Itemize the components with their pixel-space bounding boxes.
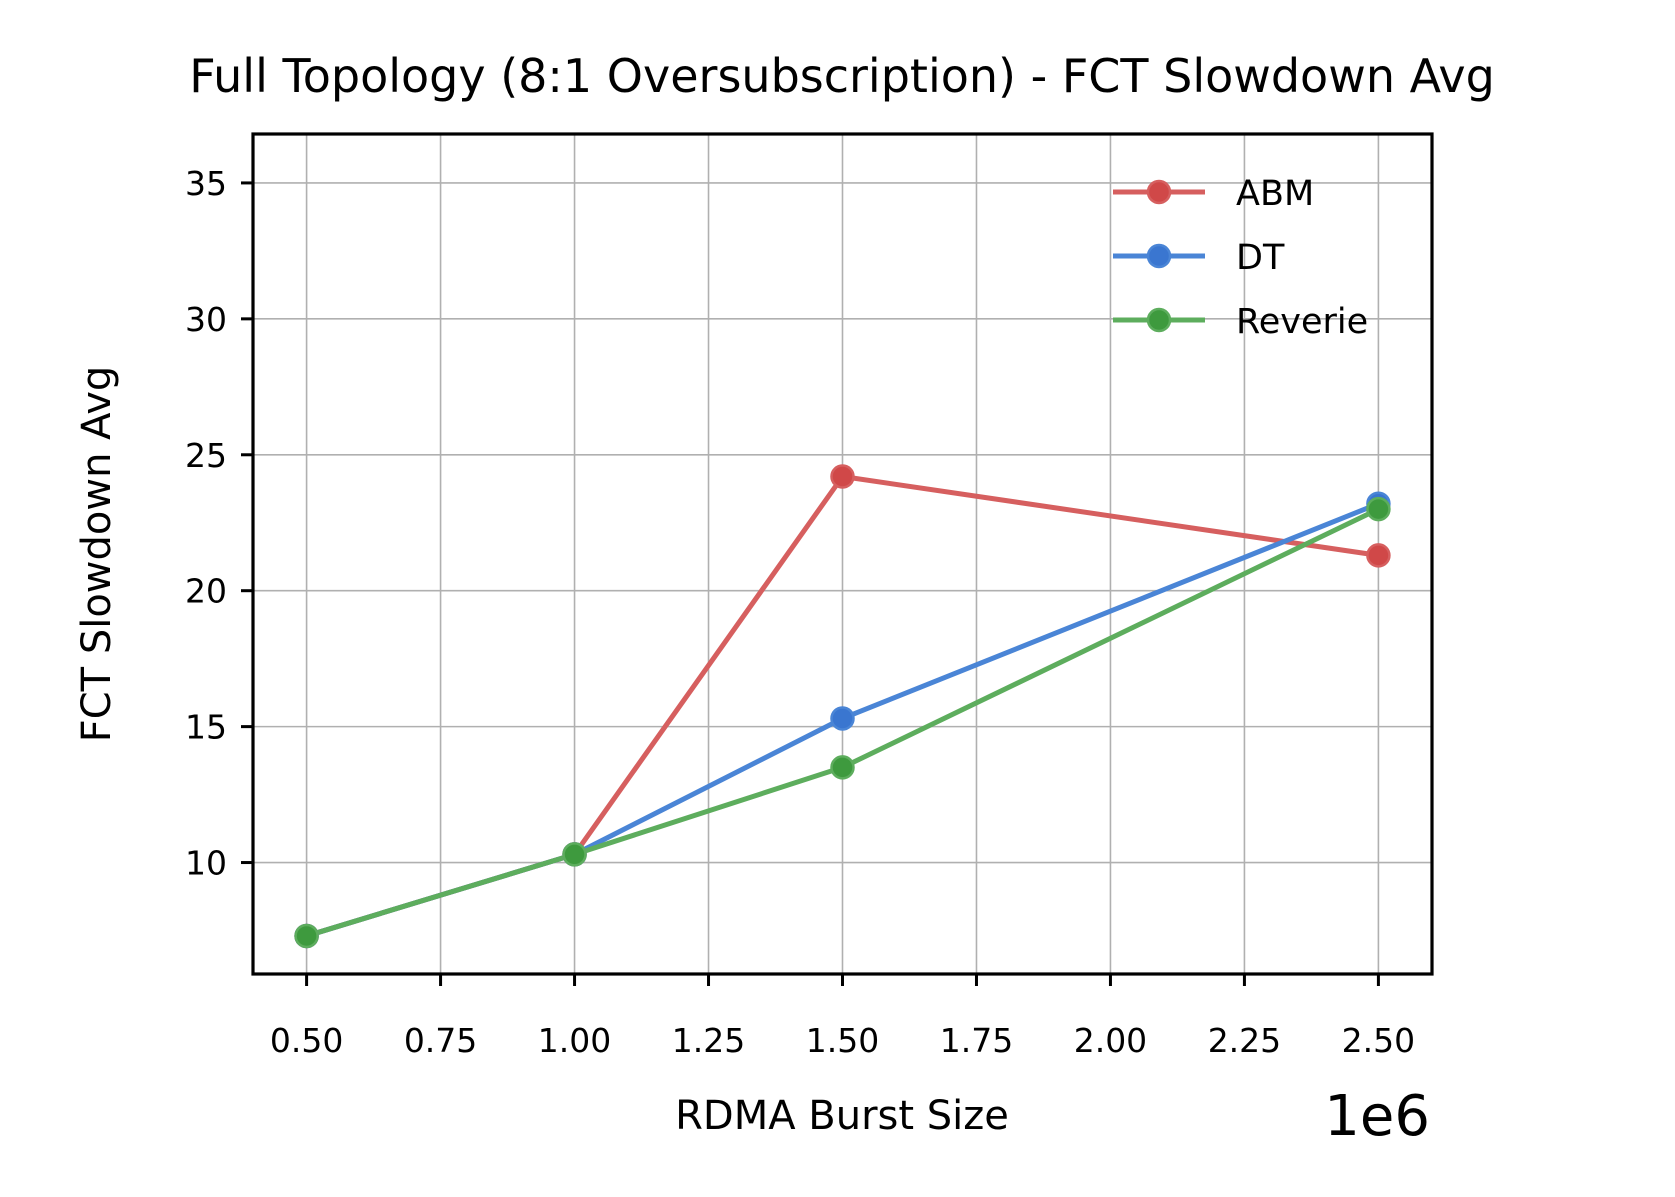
y-tick-label: 15	[185, 708, 227, 747]
data-point-reverie	[830, 755, 855, 780]
series-lines	[305, 474, 1380, 939]
legend-label-dt: DT	[1236, 238, 1285, 278]
grid-lines	[253, 134, 1432, 974]
x-tick-label: 1.75	[940, 1021, 1013, 1060]
y-tick-label: 35	[185, 164, 227, 203]
x-tick-label: 2.00	[1074, 1021, 1147, 1060]
x-axis-label: RDMA Burst Size	[675, 1093, 1009, 1139]
x-tick-label: 1.00	[538, 1021, 611, 1060]
data-point-reverie	[562, 842, 587, 867]
data-point-reverie	[294, 923, 319, 949]
x-tick-label: 1.50	[806, 1021, 879, 1060]
y-tick-label: 25	[185, 436, 227, 475]
legend-marker-reverie	[1146, 307, 1172, 333]
legend-marker-abm	[1146, 179, 1172, 205]
data-point-abm	[830, 464, 855, 489]
y-tick-label: 10	[185, 844, 227, 883]
legend-marker-dt	[1146, 243, 1172, 269]
x-axis-offset-label: 1e6	[1324, 1084, 1430, 1149]
legend: ABM DT Reverie	[1113, 174, 1368, 342]
x-tick-label: 2.50	[1342, 1021, 1415, 1060]
series-line-reverie	[305, 506, 1380, 939]
x-tick-label: 0.50	[270, 1021, 343, 1060]
y-tick-label: 20	[185, 572, 227, 611]
chart-title: Full Topology (8:1 Oversubscription) - F…	[189, 49, 1495, 103]
y-tick-label: 30	[185, 300, 227, 339]
x-axis-ticks: 0.50 0.75 1.00 1.25 1.50 1.75 2.00 2.25 2.50	[270, 974, 1415, 1060]
x-tick-label: 1.25	[672, 1021, 745, 1060]
data-point-abm	[1366, 543, 1391, 568]
x-tick-label: 0.75	[404, 1021, 477, 1060]
legend-label-abm: ABM	[1236, 174, 1314, 214]
data-point-reverie	[1366, 496, 1391, 522]
legend-label-reverie: Reverie	[1236, 302, 1368, 342]
data-point-dt	[830, 706, 855, 731]
series-markers	[294, 464, 1391, 949]
y-axis-ticks: 10 15 20 25 30 35	[185, 164, 253, 883]
y-axis-label: FCT Slowdown Avg	[74, 366, 120, 743]
x-tick-label: 2.25	[1208, 1021, 1281, 1060]
